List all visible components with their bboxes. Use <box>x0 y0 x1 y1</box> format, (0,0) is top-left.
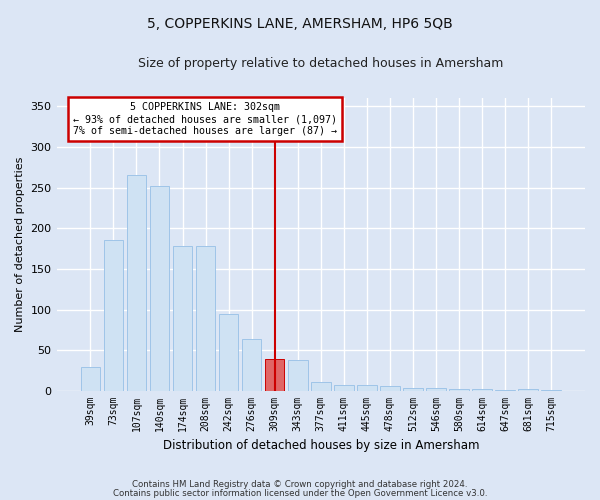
Bar <box>403 388 423 391</box>
Y-axis label: Number of detached properties: Number of detached properties <box>15 157 25 332</box>
Text: 5 COPPERKINS LANE: 302sqm
← 93% of detached houses are smaller (1,097)
7% of sem: 5 COPPERKINS LANE: 302sqm ← 93% of detac… <box>73 102 337 136</box>
X-axis label: Distribution of detached houses by size in Amersham: Distribution of detached houses by size … <box>163 440 479 452</box>
Bar <box>219 314 238 391</box>
Bar <box>149 186 169 391</box>
Bar <box>472 390 492 391</box>
Bar <box>357 384 377 391</box>
Bar <box>173 246 193 391</box>
Bar <box>104 240 123 391</box>
Text: Contains HM Land Registry data © Crown copyright and database right 2024.: Contains HM Land Registry data © Crown c… <box>132 480 468 489</box>
Bar <box>265 360 284 391</box>
Bar <box>196 246 215 391</box>
Text: 5, COPPERKINS LANE, AMERSHAM, HP6 5QB: 5, COPPERKINS LANE, AMERSHAM, HP6 5QB <box>147 18 453 32</box>
Bar <box>288 360 308 391</box>
Bar <box>80 366 100 391</box>
Bar <box>127 174 146 391</box>
Bar <box>496 390 515 391</box>
Bar <box>334 384 353 391</box>
Bar <box>380 386 400 391</box>
Bar <box>242 339 262 391</box>
Bar <box>426 388 446 391</box>
Bar <box>311 382 331 391</box>
Bar <box>518 390 538 391</box>
Bar <box>449 388 469 391</box>
Text: Contains public sector information licensed under the Open Government Licence v3: Contains public sector information licen… <box>113 489 487 498</box>
Title: Size of property relative to detached houses in Amersham: Size of property relative to detached ho… <box>138 58 503 70</box>
Bar <box>541 390 561 391</box>
